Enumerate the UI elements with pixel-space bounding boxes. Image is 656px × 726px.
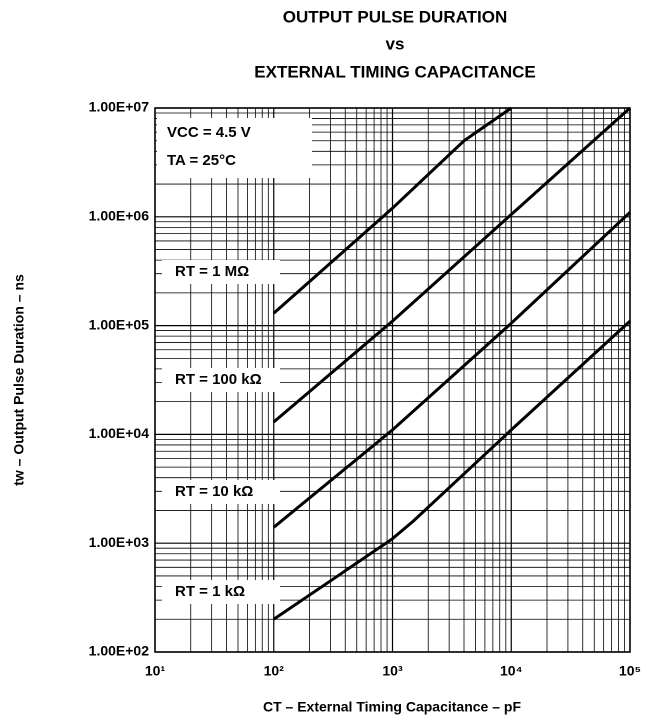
series-line — [272, 106, 513, 315]
plot-frame — [154, 107, 631, 653]
y-tick-label: 1.00E+04 — [89, 425, 150, 441]
y-tick-label: 1.00E+07 — [89, 99, 150, 115]
series-label-box — [162, 480, 280, 504]
y-tick-label: 1.00E+06 — [89, 208, 150, 224]
series-label: RT = 10 kΩ — [175, 483, 253, 500]
annotation: VCC = 4.5 V — [167, 124, 251, 141]
annotation-box — [157, 118, 312, 178]
y-tick-label: 1.00E+05 — [89, 316, 150, 332]
series-label-box — [162, 260, 280, 284]
series-line — [272, 106, 632, 424]
x-tick-label: 10⁴ — [500, 663, 523, 679]
x-tick-label: 10² — [264, 663, 285, 679]
y-tick-label: 1.00E+03 — [89, 534, 150, 550]
chart-title: vs — [386, 34, 405, 53]
chart-title: EXTERNAL TIMING CAPACITANCE — [254, 62, 535, 81]
series-label: RT = 1 MΩ — [175, 263, 249, 280]
x-tick-label: 10⁵ — [619, 663, 641, 679]
y-axis-label: tw – Output Pulse Duration – ns — [11, 274, 27, 486]
series-line — [272, 211, 632, 529]
series-label-box — [162, 580, 280, 604]
y-tick-label: 1.00E+02 — [89, 643, 150, 659]
series-label: RT = 1 kΩ — [175, 583, 245, 600]
x-tick-label: 10¹ — [145, 663, 166, 679]
x-axis-label: CT – External Timing Capacitance – pF — [263, 699, 521, 715]
x-tick-label: 10³ — [382, 663, 403, 679]
annotation: TA = 25°C — [167, 152, 236, 169]
series-label: RT = 100 kΩ — [175, 371, 262, 388]
chart-title: OUTPUT PULSE DURATION — [283, 7, 507, 26]
series-line — [272, 319, 632, 621]
series-label-box — [162, 368, 280, 392]
